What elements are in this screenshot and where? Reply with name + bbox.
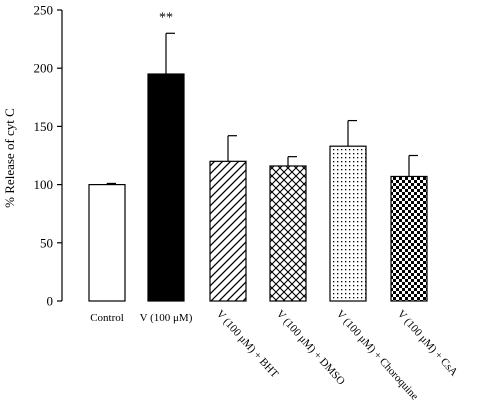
bar: [390, 175, 428, 302]
x-tick-label: V (100 μM): [140, 312, 193, 324]
bar: [209, 160, 247, 302]
bar: [329, 145, 367, 302]
y-tick-label: 150: [34, 119, 54, 134]
bar: [147, 73, 185, 302]
x-tick-label: V (100 μM) + DMSO: [274, 308, 347, 388]
y-tick-label: 100: [34, 177, 54, 192]
y-tick-label: 0: [47, 294, 54, 309]
bar: [88, 184, 126, 302]
y-tick-label: 250: [34, 3, 54, 18]
x-tick-label: Control: [90, 312, 124, 324]
x-tick-label: V (100 μM) + BHT: [214, 308, 281, 380]
bar: [269, 165, 307, 302]
y-axis-label: % Release of cyt C: [2, 108, 17, 208]
y-tick-label: 50: [40, 235, 53, 250]
significance-annotation: **: [159, 10, 173, 25]
x-tick-label: V (100 μM) + CsA: [395, 308, 460, 379]
y-tick-label: 200: [34, 61, 54, 76]
